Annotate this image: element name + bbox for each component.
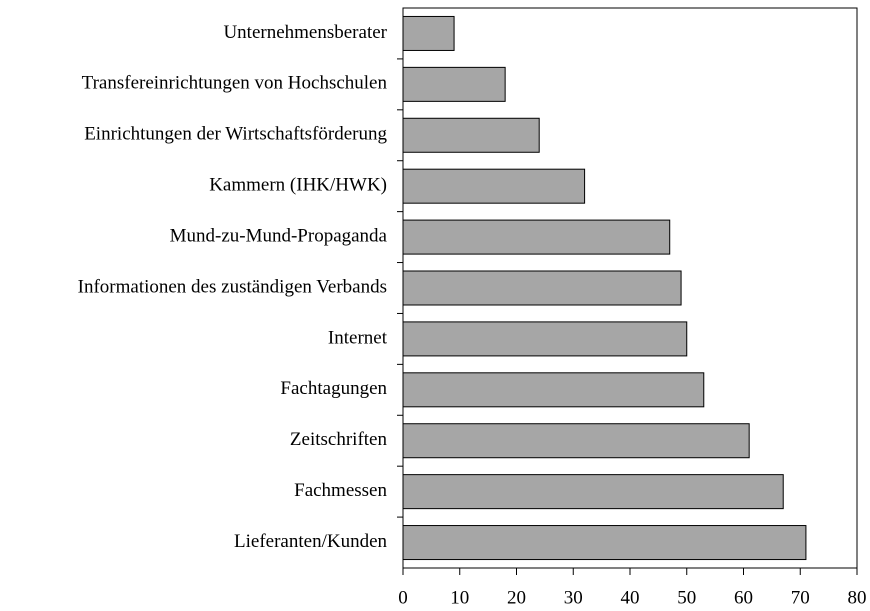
bar	[402, 15, 455, 51]
x-tick-label: 70	[791, 587, 810, 608]
bar	[402, 219, 671, 255]
y-tick-label: Unternehmensberater	[223, 22, 387, 43]
y-tick-label: Fachtagungen	[280, 378, 387, 399]
bar	[402, 423, 750, 459]
y-tick-label: Kammern (IHK/HWK)	[209, 175, 387, 196]
x-tick-label: 40	[621, 587, 640, 608]
y-tick-label: Transfereinrichtungen von Hochschulen	[82, 73, 388, 94]
bar	[402, 270, 682, 306]
y-tick-label: Lieferanten/Kunden	[234, 531, 387, 552]
y-tick-label: Informationen des zuständigen Verbands	[78, 276, 387, 297]
y-tick-label: Einrichtungen der Wirtschaftsförderung	[84, 124, 387, 145]
bar	[402, 321, 688, 357]
x-tick-label: 10	[450, 587, 469, 608]
x-tick-label: 60	[734, 587, 753, 608]
y-tick-label: Mund-zu-Mund-Propaganda	[170, 225, 388, 246]
y-tick-label: Zeitschriften	[290, 429, 388, 450]
x-tick-label: 50	[677, 587, 696, 608]
x-tick-label: 30	[564, 587, 583, 608]
bar	[402, 66, 506, 102]
bar	[402, 474, 784, 510]
bar	[402, 372, 705, 408]
x-tick-label: 80	[848, 587, 867, 608]
bar	[402, 525, 807, 561]
y-tick-label: Fachmessen	[294, 480, 387, 501]
bar	[402, 168, 586, 204]
x-tick-label: 0	[398, 587, 408, 608]
x-tick-label: 20	[507, 587, 526, 608]
bar	[402, 117, 540, 153]
y-tick-label: Internet	[328, 327, 388, 348]
